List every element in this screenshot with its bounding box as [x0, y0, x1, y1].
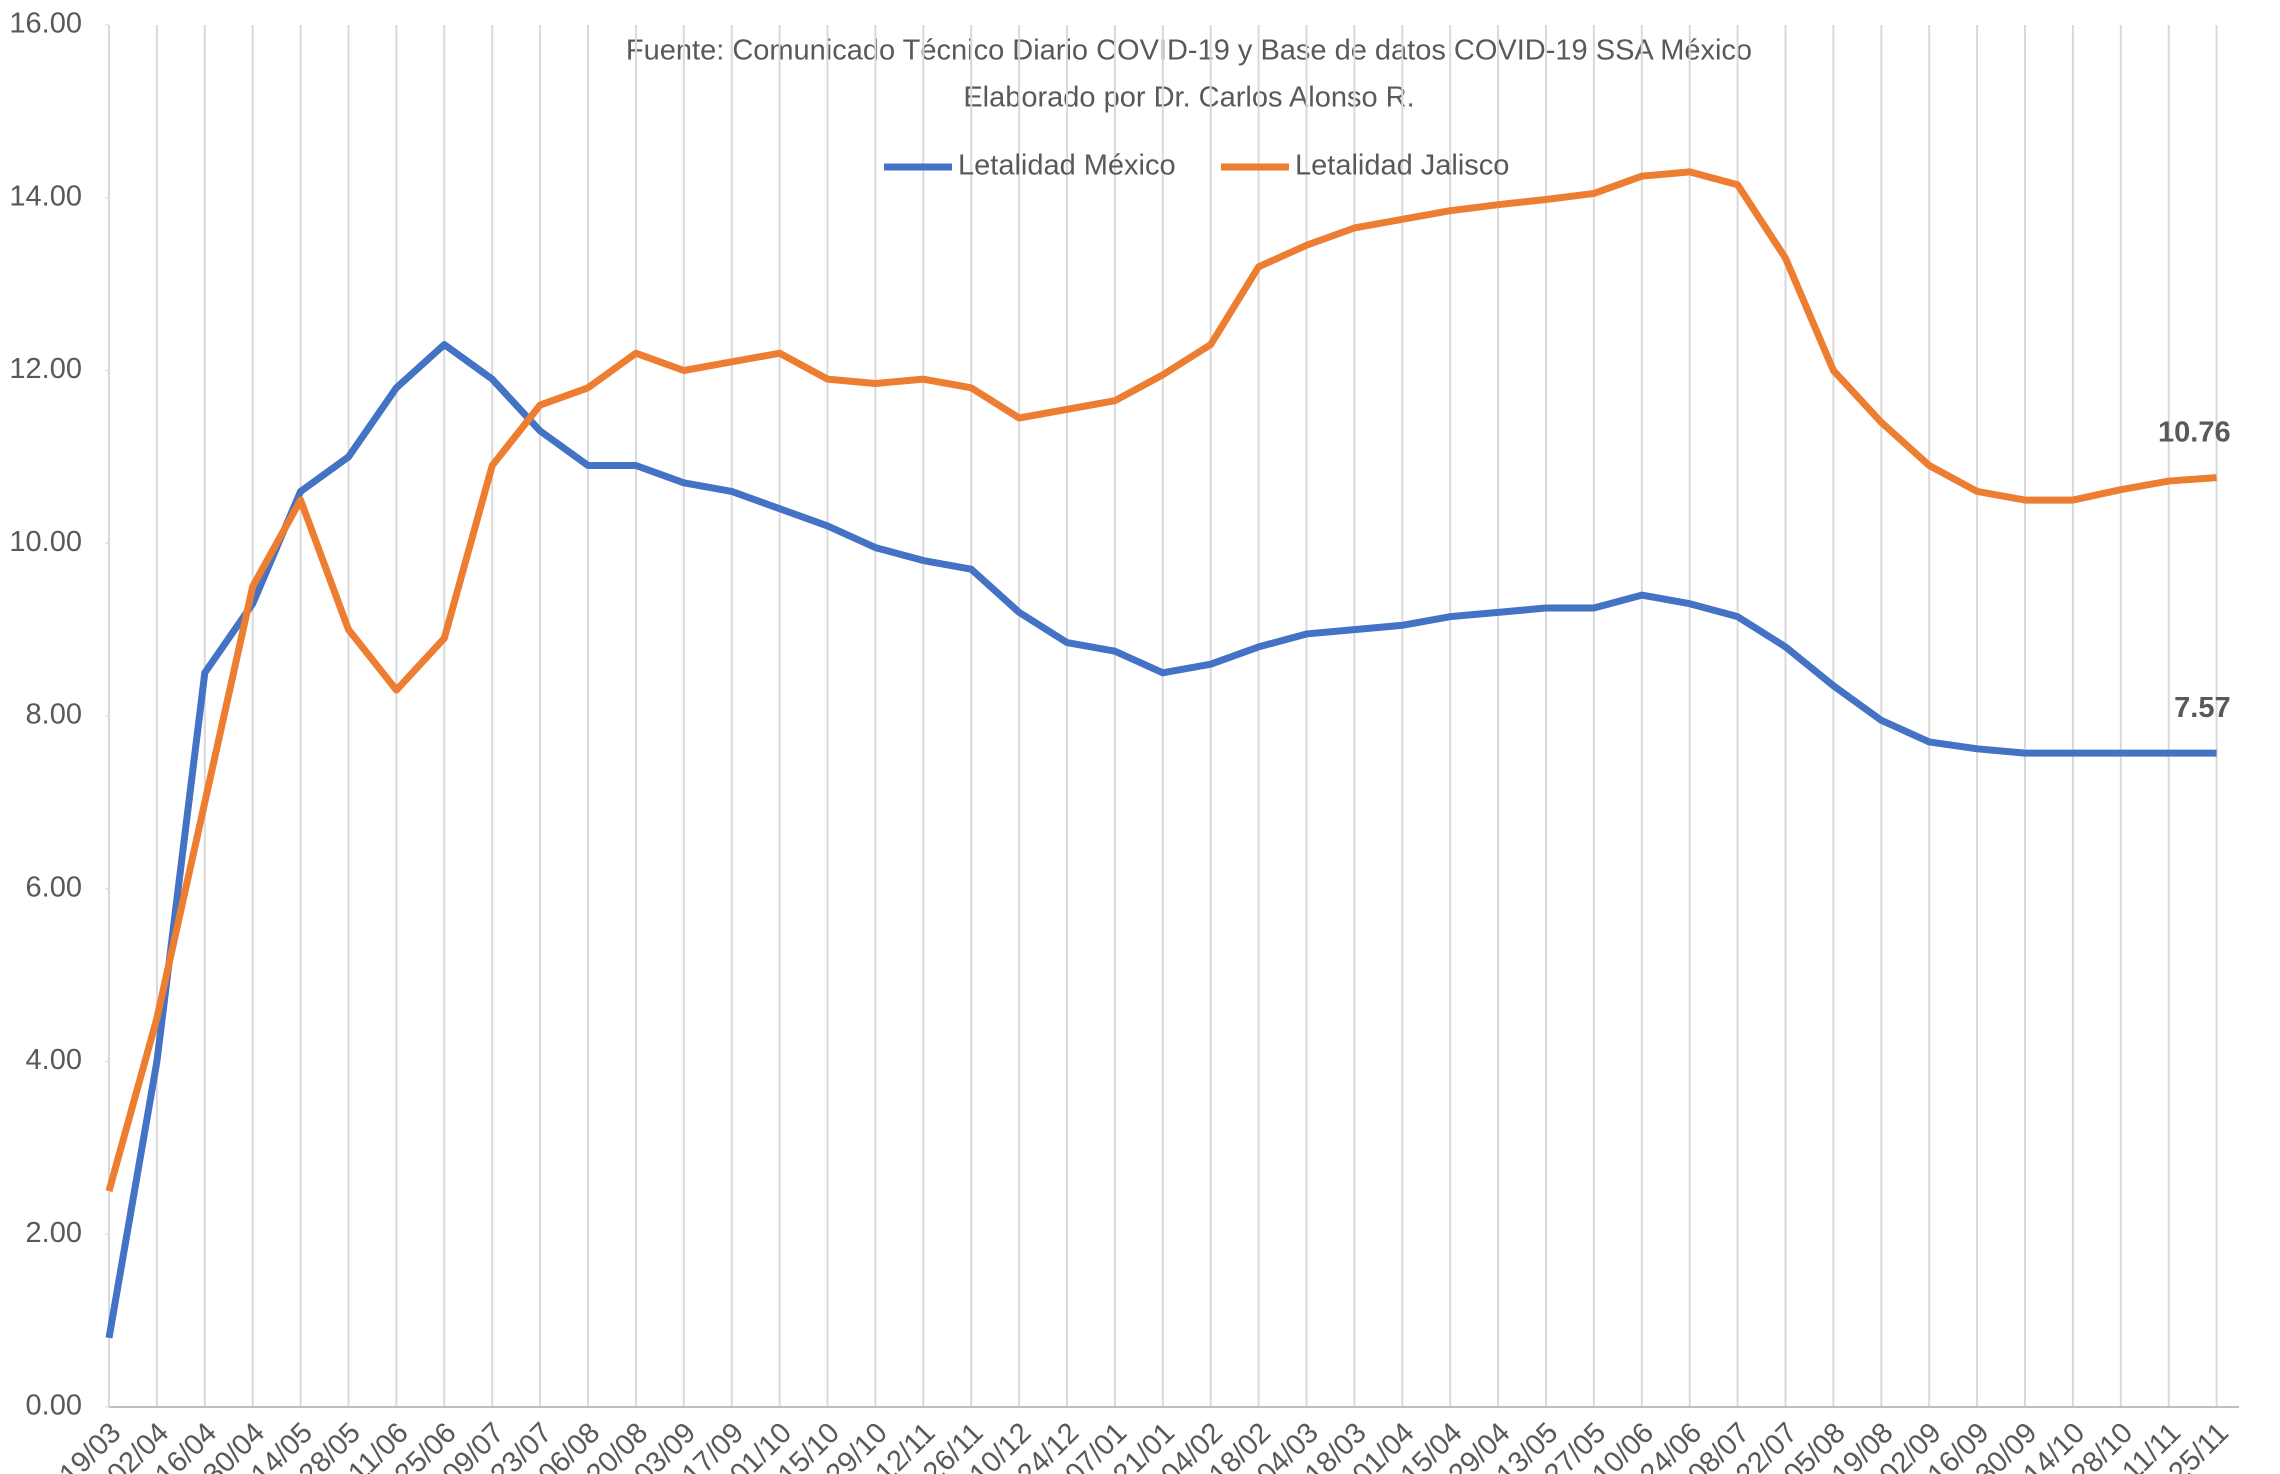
- y-tick-label: 12.00: [9, 353, 82, 385]
- y-tick-label: 14.00: [9, 180, 82, 212]
- y-tick-label: 8.00: [26, 699, 82, 731]
- y-tick-label: 0.00: [26, 1390, 82, 1422]
- data-label: 10.76: [2158, 416, 2231, 448]
- legend-label: Letalidad Jalisco: [1295, 150, 1509, 182]
- y-tick-label: 10.00: [9, 526, 82, 558]
- legend-label: Letalidad México: [958, 150, 1176, 182]
- series-line: [105, 168, 2217, 1192]
- y-tick-label: 4.00: [26, 1044, 82, 1076]
- y-tick-label: 2.00: [26, 1217, 82, 1249]
- chart-subtitle: Elaborado por Dr. Carlos Alonso R.: [963, 82, 1414, 114]
- y-tick-label: 6.00: [26, 871, 82, 903]
- data-label: 7.57: [2174, 692, 2230, 724]
- series-line: [105, 341, 2217, 1339]
- chart-subtitle: Fuente: Comunicado Técnico Diario COVID-…: [626, 35, 1752, 67]
- y-tick-label: 16.00: [9, 8, 82, 40]
